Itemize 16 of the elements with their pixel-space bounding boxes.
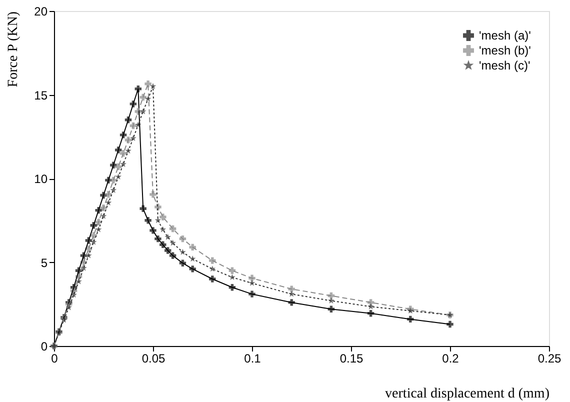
x-tick-label: 0.15 (340, 352, 364, 366)
x-tick-label: 0.05 (142, 352, 166, 366)
y-tick-label: 15 (34, 88, 48, 102)
x-tick-label: 0.2 (442, 352, 460, 366)
x-tick-label: 0.25 (538, 352, 562, 366)
x-tick-label: 0.1 (244, 352, 262, 366)
y-tick-label: 0 (40, 340, 48, 354)
y-tick-label: 5 (40, 256, 48, 270)
y-axis-title: Force P (KN) (6, 11, 22, 88)
y-tick-label: 20 (34, 4, 48, 18)
x-tick-label: 0 (51, 352, 58, 366)
legend-label: 'mesh (a)' (479, 28, 531, 42)
x-axis-title: vertical displacement d (mm) (385, 386, 550, 402)
legend-label: 'mesh (b)' (479, 44, 531, 58)
legend-label: 'mesh (c)' (479, 58, 530, 72)
y-tick-label: 10 (34, 172, 48, 186)
